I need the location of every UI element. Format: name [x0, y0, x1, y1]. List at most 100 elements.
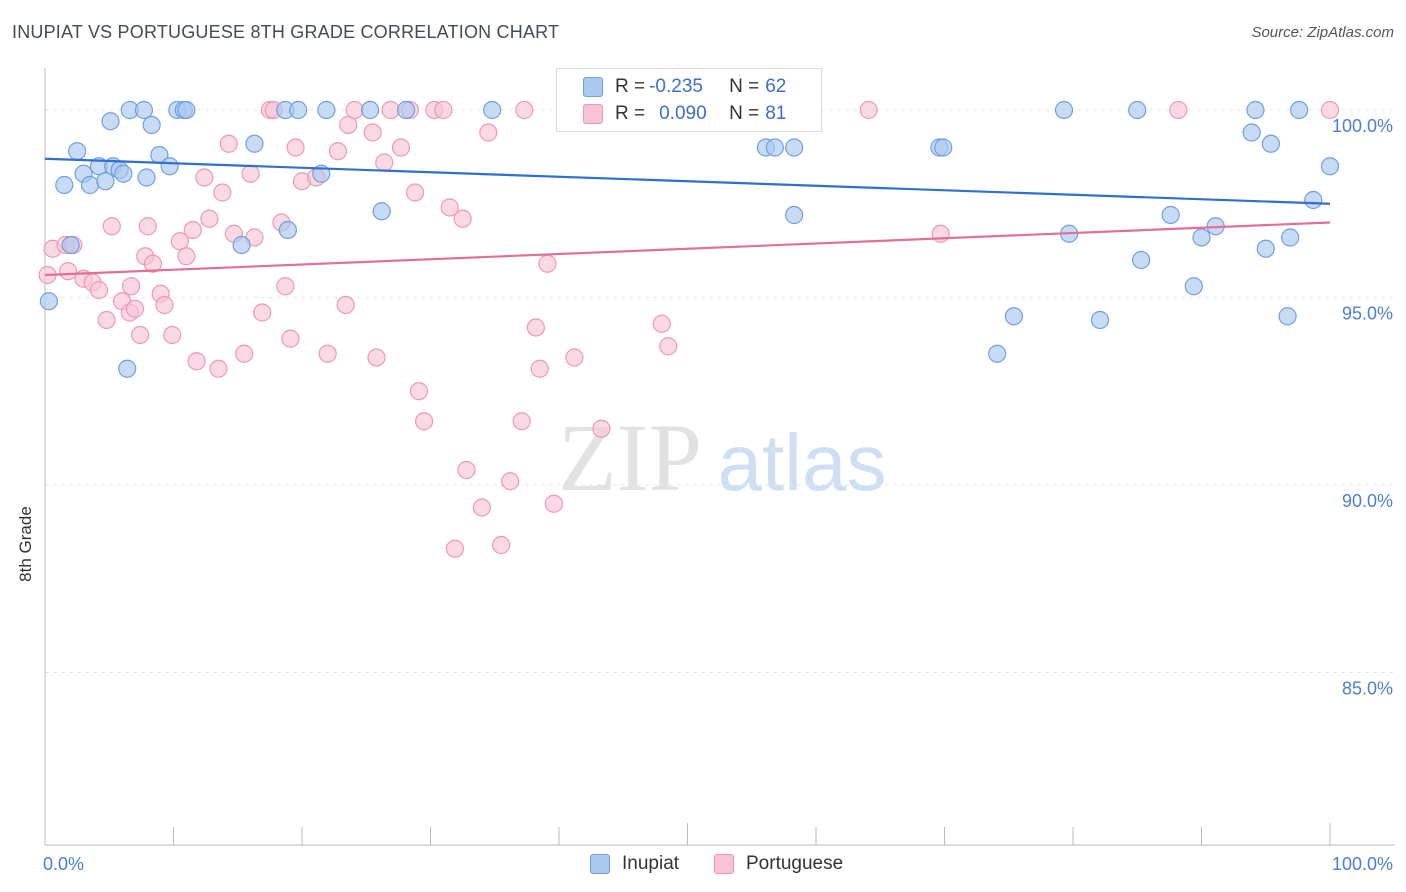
stats-legend: R = -0.235 N = 62 R = 0.090 N = 81	[556, 68, 822, 132]
tick-labels: 85.0% 90.0% 95.0% 100.0% 0.0% 100.0%	[43, 116, 1393, 874]
inupiat-point	[1090, 310, 1110, 330]
portuguese-point	[381, 100, 400, 120]
inupiat-point	[1256, 239, 1275, 258]
inupiat-point	[1281, 228, 1300, 247]
trend-lines	[44, 157, 1331, 277]
portuguese-point	[367, 348, 386, 367]
portuguese-legend-label: Portuguese	[746, 853, 844, 874]
inupiat-point	[177, 100, 196, 120]
portuguese-point	[440, 198, 459, 217]
portuguese-point	[155, 295, 174, 315]
portuguese-point	[445, 539, 465, 558]
portuguese-point	[328, 142, 348, 161]
inupiat-point	[1004, 307, 1023, 326]
portuguese-point	[457, 460, 476, 480]
inupiat-point	[80, 175, 100, 195]
portuguese-point	[163, 325, 182, 345]
portuguese-point	[526, 318, 545, 337]
bottom-legend-inupiat[interactable]: Inupiat	[590, 852, 679, 876]
watermark-zip: ZIP	[558, 404, 702, 511]
inupiat-point	[1192, 228, 1211, 247]
portuguese-point	[235, 344, 254, 363]
portuguese-point	[170, 232, 190, 251]
portuguese-point	[405, 183, 425, 202]
inupiat-legend-label: Inupiat	[622, 853, 680, 874]
portuguese-point	[200, 209, 219, 228]
y-axis-label-wrap: 8th Grade	[16, 500, 36, 600]
inupiat-point	[785, 138, 804, 157]
portuguese-point	[281, 329, 300, 348]
x-tick-label-max: 100.0%	[1332, 854, 1393, 874]
inupiat-point	[1246, 100, 1265, 120]
inupiat-trend-line	[44, 157, 1331, 205]
portuguese-point	[195, 168, 214, 187]
inupiat-point	[317, 100, 336, 120]
inupiat-point	[1278, 307, 1297, 326]
inupiat-point	[101, 112, 120, 131]
watermark-atlas: atlas	[718, 418, 887, 507]
inupiat-point	[1054, 100, 1074, 120]
inupiat-point	[1132, 250, 1151, 270]
source-label: Source: ZipAtlas.com	[1251, 24, 1394, 41]
portuguese-point	[339, 115, 358, 135]
inupiat-point	[1128, 100, 1147, 120]
portuguese-point	[241, 164, 260, 183]
portuguese-point	[544, 494, 563, 513]
portuguese-point	[492, 535, 511, 555]
inupiat-point	[1320, 157, 1340, 176]
portuguese-point	[859, 100, 878, 120]
inupiat-point	[68, 142, 87, 161]
portuguese-point	[59, 262, 78, 281]
portuguese-point	[391, 138, 411, 157]
inupiat-point	[396, 100, 416, 120]
inupiat-point	[1304, 190, 1323, 210]
inupiat-point	[1184, 277, 1203, 296]
inupiat-legend-swatch	[590, 854, 610, 874]
portuguese-point	[121, 277, 141, 296]
inupiat-point	[483, 100, 502, 120]
portuguese-trend-line	[44, 221, 1331, 277]
portuguese-r-label: R =	[615, 103, 646, 124]
data-points	[38, 100, 1340, 558]
portuguese-point	[125, 299, 145, 318]
inupiat-point	[160, 157, 179, 176]
inupiat-point	[289, 100, 308, 120]
portuguese-point	[219, 134, 238, 153]
inupiat-n-value: 62	[765, 76, 787, 97]
portuguese-point	[97, 310, 116, 330]
portuguese-point	[592, 419, 611, 438]
y-tick-label: 85.0%	[1342, 679, 1393, 699]
portuguese-point	[187, 352, 206, 371]
y-tick-label: 100.0%	[1332, 116, 1393, 136]
bottom-legend-portuguese[interactable]: Portuguese	[714, 852, 843, 876]
grid-lines	[45, 109, 1395, 673]
portuguese-point	[515, 100, 534, 120]
inupiat-point	[55, 175, 74, 195]
inupiat-point	[61, 235, 80, 255]
portuguese-n-value: 81	[765, 103, 787, 124]
axes	[44, 68, 1395, 846]
inupiat-point	[785, 205, 804, 225]
chart-title: INUPIAT VS PORTUGUESE 8TH GRADE CORRELAT…	[12, 22, 560, 42]
watermark: ZIP atlas	[558, 404, 886, 511]
portuguese-point	[659, 337, 678, 356]
inupiat-point	[934, 138, 953, 157]
inupiat-point	[278, 220, 297, 240]
inupiat-point	[1261, 134, 1280, 153]
portuguese-r-value: 0.090	[659, 103, 707, 124]
portuguese-point	[102, 217, 121, 236]
portuguese-point	[375, 153, 394, 172]
inupiat-point	[137, 168, 156, 187]
portuguese-point	[253, 303, 272, 322]
inupiat-point	[765, 138, 784, 157]
inupiat-point	[361, 100, 380, 120]
portuguese-point	[143, 254, 163, 273]
legend-row-inupiat: R = -0.235 N = 62	[583, 75, 786, 99]
inupiat-point	[232, 235, 251, 255]
y-axis-label: 8th Grade	[16, 506, 35, 582]
portuguese-point	[414, 412, 434, 431]
portuguese-point	[276, 277, 295, 296]
portuguese-point	[177, 247, 196, 266]
portuguese-legend-swatch	[714, 854, 734, 874]
